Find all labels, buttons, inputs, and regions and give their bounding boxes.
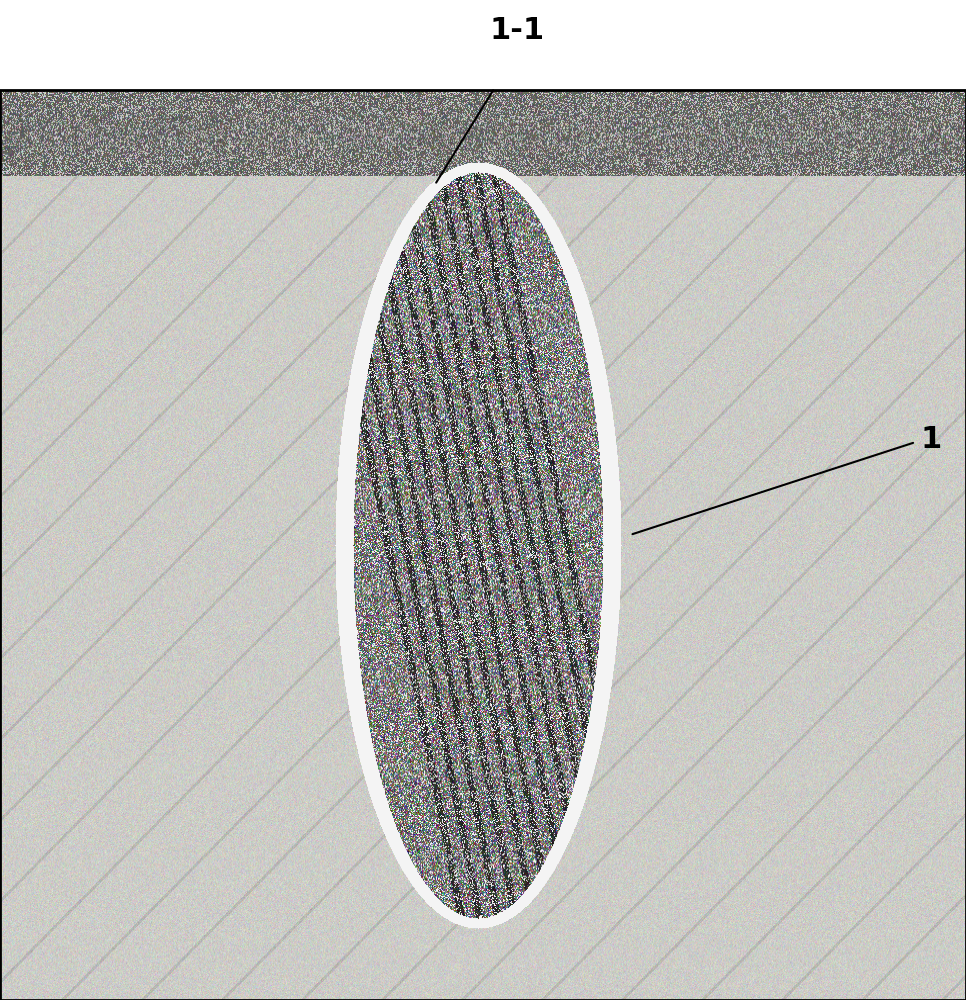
Text: 1-1: 1-1	[489, 16, 545, 45]
Text: 1: 1	[921, 426, 942, 454]
